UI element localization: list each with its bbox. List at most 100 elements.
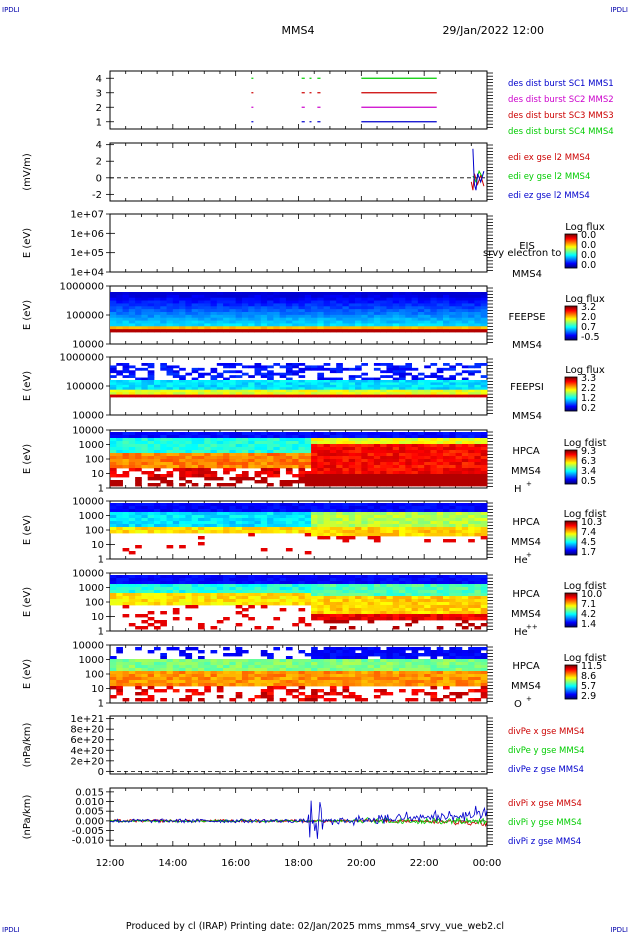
- hpca-hepp-panel-cell: [349, 617, 356, 620]
- hpca-h-panel-cell: [393, 435, 400, 438]
- hpca-h-panel-cell: [430, 462, 437, 465]
- hpca-hepp-panel-cell: [481, 593, 488, 596]
- hpca-he-panel-cell: [135, 530, 142, 533]
- hpca-h-panel-cell: [474, 480, 481, 483]
- hpca-hepp-panel-cell: [443, 605, 450, 608]
- feepse-panel-cell: [217, 292, 224, 295]
- hpca-hepp-panel-cell: [468, 584, 475, 587]
- hpca-he-panel-cell: [462, 524, 469, 527]
- hpca-hepp-panel-cell: [223, 599, 230, 602]
- feepse-panel-cell: [280, 321, 287, 324]
- hpca-he-panel-cell: [242, 509, 249, 512]
- hpca-hepp-panel-cell: [380, 608, 387, 611]
- feepse-panel-cell: [110, 309, 117, 312]
- hpca-h-panel-cell: [154, 468, 161, 471]
- feepse-panel-cell: [229, 321, 236, 324]
- feepsi-panel-cell: [292, 390, 299, 393]
- hpca-o-panel-cell: [116, 677, 123, 680]
- hpca-h-panel-cell: [305, 483, 312, 486]
- feepse-panel-cell: [123, 318, 130, 321]
- hpca-he-panel-cell: [405, 518, 412, 521]
- feepsi-panel-cell: [405, 363, 412, 366]
- hpca-h-panel-cell: [148, 474, 155, 477]
- hpca-he-panel-ytick-label: 10: [91, 540, 104, 551]
- hpca-hepp-panel-cell: [154, 593, 161, 596]
- hpca-h-panel-cell: [242, 477, 249, 480]
- hpca-he-panel-cell: [368, 509, 375, 512]
- hpca-he-panel-cell: [330, 503, 337, 506]
- feepsi-panel-cell: [336, 392, 343, 395]
- feepse-panel-cell: [148, 303, 155, 306]
- hpca-h-panel-cell: [185, 456, 192, 459]
- feepse-panel-cell: [123, 321, 130, 324]
- feepse-panel-cell: [135, 321, 142, 324]
- feepse-panel-cell: [185, 312, 192, 315]
- hpca-h-panel-cell: [449, 447, 456, 450]
- feepse-panel-cell: [236, 312, 243, 315]
- feepse-panel-cell: [185, 298, 192, 301]
- hpca-h-panel-cell: [317, 441, 324, 444]
- hpca-hepp-panel-cell: [248, 578, 255, 581]
- hpca-hepp-panel-cell: [167, 602, 174, 605]
- hpca-he-panel-cell: [141, 515, 148, 518]
- hpca-hepp-panel-cell: [229, 575, 236, 578]
- feepse-panel-cell: [349, 315, 356, 318]
- hpca-h-panel-cell: [412, 468, 419, 471]
- hpca-h-panel-cell: [412, 462, 419, 465]
- hpca-h-panel-cell: [292, 447, 299, 450]
- feepse-panel-cell: [135, 292, 142, 295]
- feepsi-panel-cell: [374, 378, 381, 381]
- hpca-he-panel-cell: [349, 503, 356, 506]
- feepse-panel-cell: [116, 323, 123, 326]
- feepsi-panel-cell: [236, 390, 243, 393]
- hpca-h-panel-cell: [229, 438, 236, 441]
- hpca-o-panel-cell: [129, 674, 136, 677]
- feepse-panel-cell: [468, 326, 475, 329]
- hpca-h-panel-cell: [324, 483, 331, 486]
- feepsi-panel-cell: [129, 392, 136, 395]
- feepse-panel-cell: [380, 318, 387, 321]
- hpca-o-panel-cell: [116, 650, 123, 653]
- feepse-panel-cell: [393, 295, 400, 298]
- hpca-he-panel-cell: [255, 503, 262, 506]
- hpca-he-panel-cell: [437, 515, 444, 518]
- hpca-h-panel-cell: [481, 453, 488, 456]
- hpca-hepp-panel-cell: [204, 584, 211, 587]
- hpca-he-panel-cell: [393, 521, 400, 524]
- hpca-he-panel-cell: [248, 530, 255, 533]
- feepse-panel-cell: [393, 309, 400, 312]
- hpca-he-panel-cell: [110, 530, 117, 533]
- hpca-hepp-panel-cell: [374, 578, 381, 581]
- feepse-panel-cell: [336, 303, 343, 306]
- hpca-hepp-panel-cell: [217, 590, 224, 593]
- feepse-panel-cell: [462, 295, 469, 298]
- hpca-hepp-panel-cell: [380, 617, 387, 620]
- feepse-panel-cell: [449, 295, 456, 298]
- hpca-he-panel-species-charge: +: [526, 551, 532, 559]
- feepsi-panel-cell: [393, 378, 400, 381]
- hpca-hepp-panel-cell: [412, 608, 419, 611]
- feepsi-panel-cell: [255, 365, 262, 368]
- feepsi-panel-cell: [198, 395, 205, 398]
- eis-panel-colorbar-label: 0.0: [581, 260, 596, 271]
- feepse-panel-cell: [374, 298, 381, 301]
- hpca-h-panel-cell: [393, 441, 400, 444]
- hpca-h-panel-cell: [173, 441, 180, 444]
- hpca-hepp-panel-cell: [173, 617, 180, 620]
- hpca-h-panel-cell: [305, 462, 312, 465]
- feepse-panel-cell: [449, 292, 456, 295]
- feepsi-panel-cell: [311, 385, 318, 388]
- hpca-h-panel-cell: [204, 447, 211, 450]
- hpca-h-panel-cell: [430, 474, 437, 477]
- feepsi-panel-cell: [292, 365, 299, 368]
- feepsi-panel-cell: [437, 378, 444, 381]
- hpca-he-panel-cell: [449, 509, 456, 512]
- hpca-h-panel-cell: [123, 456, 130, 459]
- hpca-hepp-panel-cell: [116, 599, 123, 602]
- hpca-h-panel-cell: [449, 441, 456, 444]
- feepsi-panel-cell: [116, 387, 123, 390]
- hpca-hepp-panel-cell: [330, 584, 337, 587]
- hpca-h-panel-cell: [443, 438, 450, 441]
- hpca-hepp-panel-cell: [399, 593, 406, 596]
- feepse-panel-cell: [123, 312, 130, 315]
